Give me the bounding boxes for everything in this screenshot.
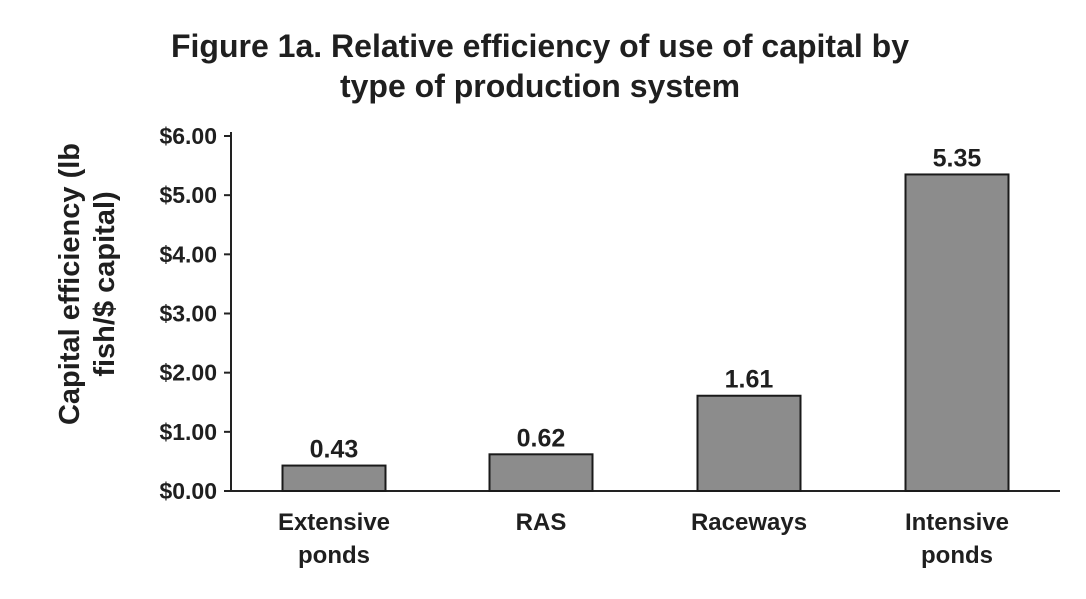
bar (904, 173, 1010, 492)
data-label: 0.43 (310, 436, 359, 464)
x-category-label: ponds (298, 542, 370, 569)
x-category-label: Extensive (278, 509, 390, 536)
chart-title-line-2: type of production system (339, 68, 741, 104)
y-tick-label: $1.00 (159, 419, 217, 445)
x-category-label: ponds (921, 542, 993, 569)
y-tick-label: $5.00 (159, 182, 217, 208)
x-category-label: Intensive (905, 509, 1009, 536)
chart-title-line-1: Figure 1a. Relative efficiency of use of… (170, 28, 909, 64)
x-category-label: Raceways (691, 509, 807, 536)
y-tick-label: $4.00 (159, 241, 217, 267)
bar (696, 394, 802, 492)
data-label: 5.35 (933, 144, 982, 172)
y-tick-label: $0.00 (159, 478, 217, 504)
data-label: 0.62 (517, 424, 566, 452)
bar (281, 464, 387, 492)
y-tick-label: $2.00 (159, 360, 217, 386)
y-tick-label: $6.00 (159, 123, 217, 149)
x-category-label: RAS (516, 509, 567, 536)
bar (488, 453, 594, 493)
y-tick-label: $3.00 (159, 301, 217, 327)
data-label: 1.61 (725, 366, 774, 394)
